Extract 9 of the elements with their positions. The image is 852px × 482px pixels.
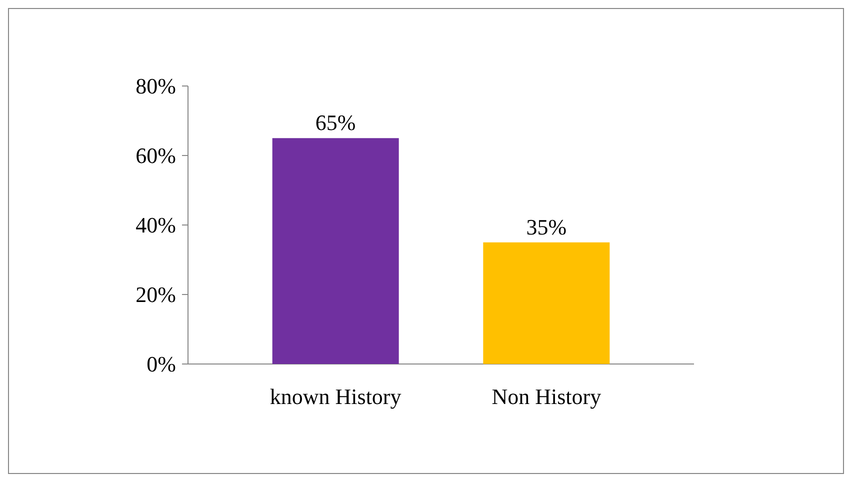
data-label: 35%: [526, 214, 567, 240]
y-tick-label: 20%: [136, 282, 176, 308]
x-tick-label: known History: [270, 384, 402, 409]
y-tick-label: 40%: [136, 212, 176, 238]
y-tick-label: 0%: [146, 352, 176, 377]
x-tick-label: Non History: [492, 384, 602, 409]
data-label: 65%: [315, 110, 356, 136]
y-tick-label: 60%: [136, 143, 176, 168]
y-tick-label: 80%: [136, 74, 176, 99]
